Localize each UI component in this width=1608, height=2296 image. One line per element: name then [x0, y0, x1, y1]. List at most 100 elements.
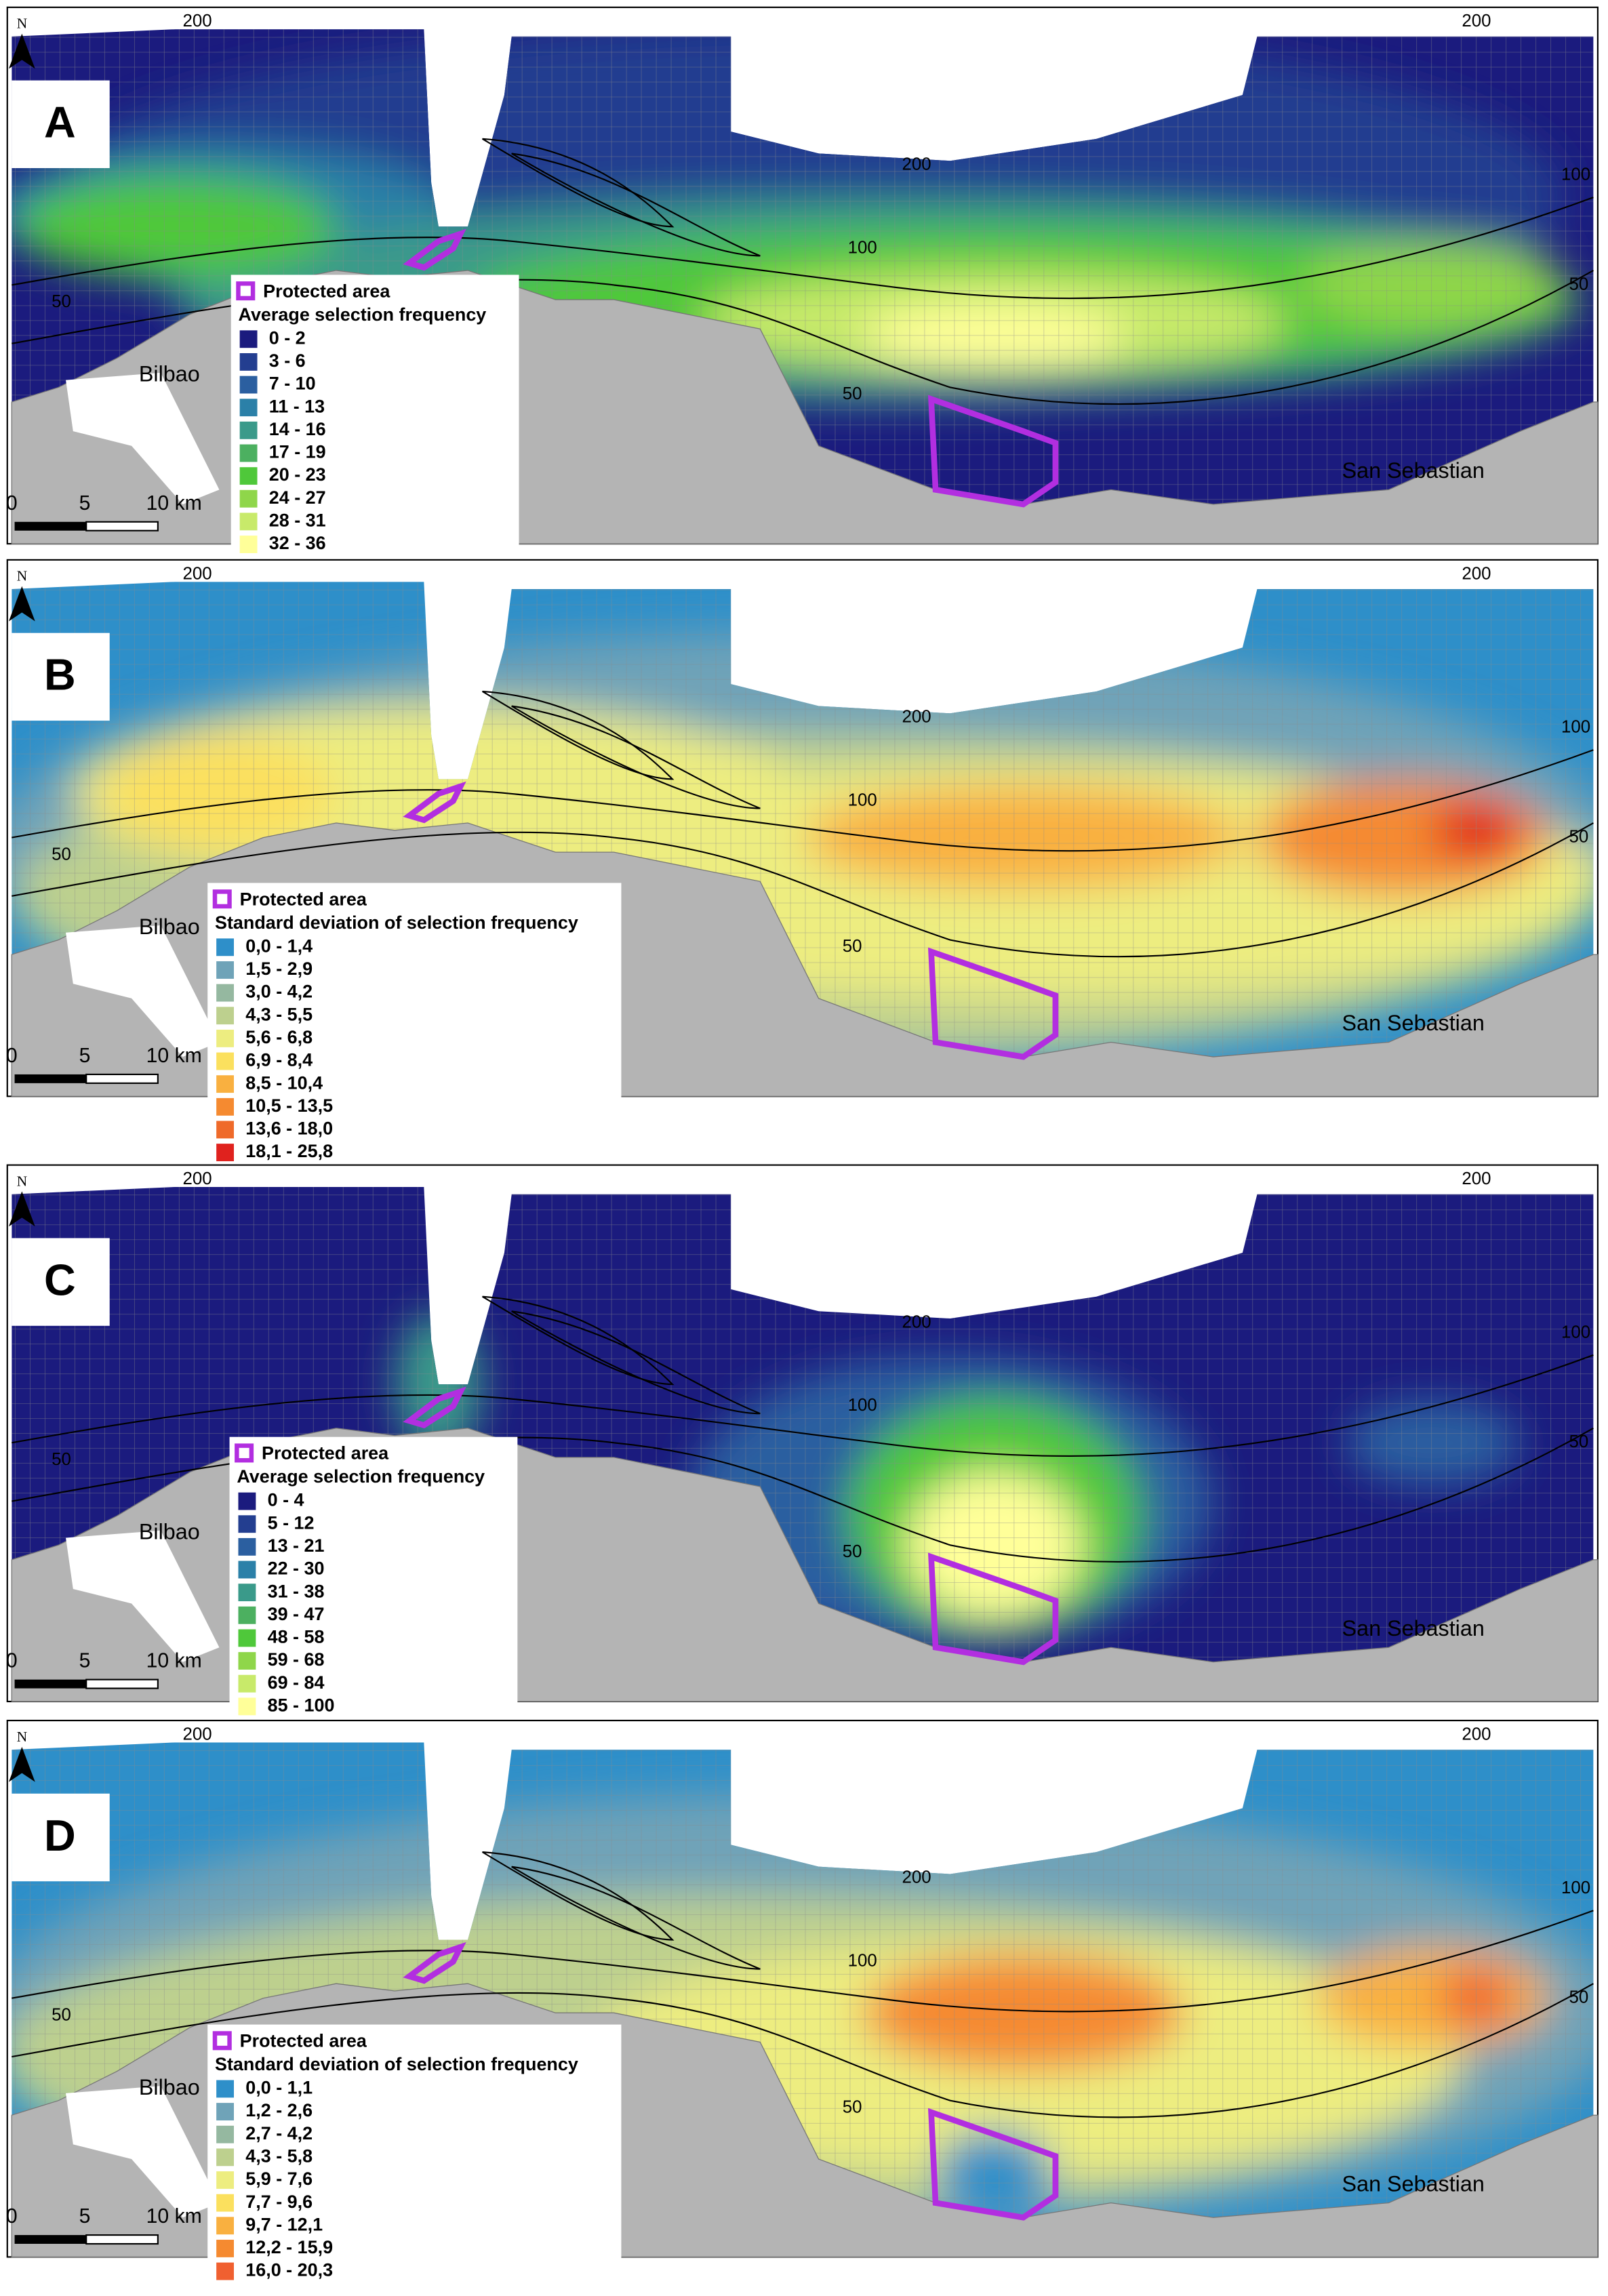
legend-swatch	[216, 1097, 235, 1116]
north-label: N	[17, 1173, 28, 1189]
panel-label: D	[44, 1811, 76, 1860]
legend-swatch	[239, 536, 258, 553]
contour-label: 50	[52, 2005, 71, 2024]
legend-swatch	[238, 1674, 256, 1693]
legend-label: 24 - 27	[269, 487, 326, 508]
legend-label: 18,1 - 25,8	[245, 1141, 333, 1161]
contour-label: 50	[52, 1450, 71, 1469]
north-arrow	[8, 33, 35, 69]
place-label: Bilbao	[139, 1520, 200, 1544]
legend-label: 0 - 2	[269, 327, 306, 348]
contour-label: 200	[1462, 12, 1491, 31]
contour-label: 200	[902, 1868, 931, 1887]
contour-label: 100	[1561, 1323, 1590, 1342]
scale-label: 5	[79, 1045, 91, 1067]
legend-label: 3,0 - 4,2	[245, 982, 313, 1002]
contour-label: 100	[848, 1952, 877, 1971]
depth-contour	[511, 153, 761, 257]
scale-bar	[85, 521, 159, 531]
legend-label: 1,5 - 2,9	[245, 959, 313, 979]
legend-label: 10,5 - 13,5	[245, 1095, 333, 1116]
legend-label: 3 - 6	[269, 350, 306, 371]
legend-swatch	[216, 2217, 235, 2235]
depth-contour	[482, 138, 675, 228]
panel-label: C	[44, 1255, 76, 1304]
contour-label: 50	[52, 845, 71, 864]
contour-label: 200	[902, 155, 931, 174]
scale-bar	[14, 1074, 87, 1083]
north-arrow	[8, 1746, 35, 1782]
contour-label: 200	[183, 1725, 212, 1744]
legend-label: 5,6 - 6,8	[245, 1027, 313, 1047]
legend-label: 0,0 - 1,4	[245, 935, 313, 956]
place-label: San Sebastian	[1342, 1616, 1485, 1640]
legend-label: 12,2 - 15,9	[245, 2237, 333, 2257]
north-label: N	[17, 16, 28, 32]
contour-label: 50	[843, 384, 862, 403]
contour-label: 200	[902, 708, 931, 727]
legend-box	[207, 883, 622, 1170]
legend-swatch	[238, 1606, 256, 1624]
legend-box	[230, 275, 519, 562]
place-label: Bilbao	[139, 2075, 200, 2099]
contour-label: 100	[1561, 718, 1590, 737]
panel-label: A	[44, 98, 76, 147]
legend-swatch	[239, 421, 258, 439]
legend-box	[229, 1436, 518, 1724]
scale-bar	[85, 1678, 159, 1689]
legend-title: Average selection frequency	[237, 1466, 485, 1487]
legend-protected-icon	[236, 281, 256, 301]
legend-swatch	[216, 1007, 235, 1025]
legend-swatch	[239, 467, 258, 485]
legend-swatch	[216, 2171, 235, 2189]
scale-label: 5	[79, 1650, 91, 1672]
legend-label: 20 - 23	[269, 464, 326, 485]
protected-area	[403, 781, 466, 824]
contour-label: 100	[848, 1396, 877, 1415]
scale-label: 10 km	[146, 1045, 202, 1067]
legend-swatch	[238, 1584, 256, 1602]
depth-contour	[511, 705, 761, 809]
bilbao-estuary	[66, 925, 220, 1058]
legend-swatch	[216, 2080, 235, 2098]
place-label: San Sebastian	[1342, 458, 1485, 483]
contour-label: 200	[183, 12, 212, 31]
legend-swatch	[216, 1144, 235, 1162]
legend-label: 28 - 31	[269, 510, 326, 531]
depth-contour	[12, 1354, 1594, 1457]
legend-label: 6,9 - 8,4	[245, 1050, 313, 1070]
legend-label: 31 - 38	[268, 1581, 325, 1601]
legend-label: 39 - 47	[268, 1604, 325, 1624]
legend-label: 13 - 21	[268, 1535, 325, 1556]
contour-label: 50	[52, 292, 71, 311]
legend-protected-label: Protected area	[262, 1443, 389, 1464]
place-label: Bilbao	[139, 362, 200, 386]
legend-label: 4,3 - 5,8	[245, 2146, 313, 2166]
legend-protected-icon	[235, 1443, 254, 1463]
depth-contour	[12, 1910, 1594, 2013]
panel-label-box	[12, 1793, 110, 1882]
scale-bar	[85, 1073, 159, 1084]
protected-area	[403, 1941, 466, 1984]
legend-label: 2,7 - 4,2	[245, 2123, 313, 2143]
legend-label: 5,9 - 7,6	[245, 2169, 313, 2189]
legend-box	[207, 2024, 622, 2289]
depth-contour	[482, 690, 675, 780]
protected-area	[403, 228, 466, 271]
panel-label-box	[12, 632, 110, 721]
legend-label: 5 - 12	[268, 1512, 315, 1533]
depth-contour	[482, 1851, 675, 1941]
legend-label: 7 - 10	[269, 374, 316, 394]
legend-label: 16,0 - 20,3	[245, 2260, 333, 2280]
legend-swatch	[216, 961, 235, 979]
depth-contour	[511, 1866, 761, 1970]
depth-contour	[12, 822, 1594, 958]
legend-swatch	[238, 1652, 256, 1670]
depth-contour	[12, 1983, 1594, 2118]
legend-protected-label: Protected area	[240, 2031, 367, 2051]
legend-label: 0,0 - 1,1	[245, 2078, 313, 2098]
north-arrow	[8, 586, 35, 622]
